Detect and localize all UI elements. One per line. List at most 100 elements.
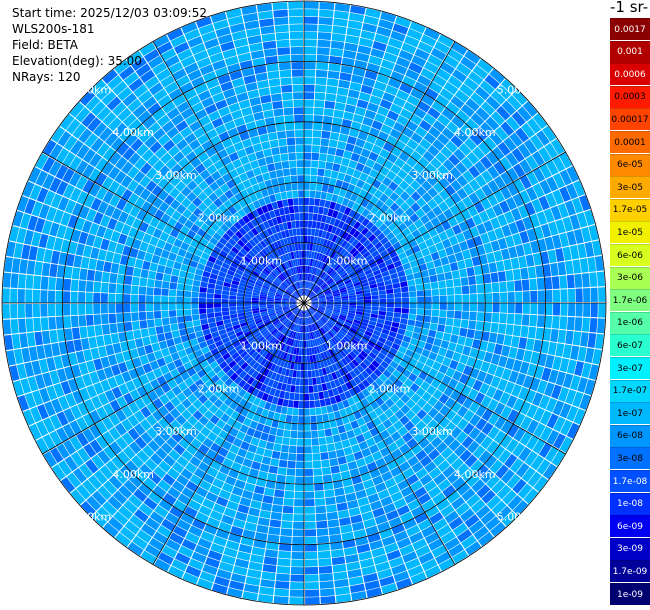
ppi-cell xyxy=(353,221,362,230)
ppi-cell xyxy=(214,293,222,299)
ppi-cell xyxy=(149,360,160,371)
ppi-cell xyxy=(318,296,326,300)
ppi-cell xyxy=(420,68,435,81)
ppi-cell xyxy=(403,174,415,185)
azimuth-spoke xyxy=(152,302,305,565)
ppi-cell xyxy=(255,406,264,416)
ppi-cell xyxy=(442,484,456,498)
ppi-cell xyxy=(425,163,437,175)
ppi-cell xyxy=(414,377,424,387)
ppi-cell xyxy=(324,231,331,240)
ppi-cell xyxy=(375,322,384,329)
ppi-cell xyxy=(352,230,361,239)
ppi-cell xyxy=(343,323,351,329)
ppi-cell xyxy=(214,436,225,447)
ppi-cell xyxy=(313,205,319,214)
ppi-cell xyxy=(332,289,340,294)
ppi-cell xyxy=(229,444,240,455)
ppi-cell xyxy=(358,258,367,266)
ppi-cell xyxy=(171,268,180,277)
ppi-cell xyxy=(431,309,440,317)
ppi-cell xyxy=(536,379,548,394)
ppi-cell xyxy=(439,310,447,318)
ppi-cell xyxy=(238,99,251,110)
colorbar-tick: 1.7e-07 xyxy=(610,379,650,402)
ppi-cell xyxy=(289,303,297,305)
ppi-cell xyxy=(538,147,552,163)
ppi-cell xyxy=(176,283,185,291)
ppi-cell xyxy=(341,222,349,231)
ppi-cell xyxy=(566,422,580,439)
ppi-cell xyxy=(403,449,415,461)
ppi-cell xyxy=(270,243,277,251)
ppi-cell xyxy=(86,360,96,373)
ppi-cell xyxy=(404,268,413,276)
ppi-cell xyxy=(122,202,134,214)
ppi-cell xyxy=(295,145,304,153)
ppi-cell xyxy=(372,475,384,486)
ppi-cell xyxy=(228,250,237,258)
ppi-cell xyxy=(206,241,216,251)
ppi-cell xyxy=(390,70,405,82)
ppi-cell xyxy=(85,314,94,326)
ppi-cell xyxy=(249,420,259,430)
ppi-cell xyxy=(304,92,315,100)
ppi-cell xyxy=(494,126,509,141)
ppi-cell xyxy=(453,148,466,161)
ppi-cell xyxy=(290,296,298,300)
ppi-cell xyxy=(356,269,364,276)
ppi-cell xyxy=(236,296,244,300)
ppi-cell xyxy=(278,550,291,559)
ppi-cell xyxy=(249,260,257,268)
ppi-cell xyxy=(455,502,470,516)
ppi-cell xyxy=(326,299,334,302)
ppi-cell xyxy=(294,129,304,138)
ppi-cell xyxy=(521,122,535,138)
ppi-cell xyxy=(116,142,130,156)
ppi-cell xyxy=(46,385,58,401)
ppi-cell xyxy=(353,376,362,385)
ppi-cell xyxy=(276,130,287,139)
ppi-cell xyxy=(282,271,288,279)
ppi-cell xyxy=(108,283,117,294)
ppi-cell xyxy=(56,329,66,342)
ppi-cell xyxy=(212,503,226,514)
ppi-cell xyxy=(346,284,354,289)
ppi-cell xyxy=(346,343,355,351)
ppi-cell xyxy=(438,393,450,405)
ppi-cell xyxy=(271,318,279,324)
ppi-cell xyxy=(210,460,222,471)
ppi-cell xyxy=(302,273,304,281)
ppi-cell xyxy=(229,23,245,34)
ppi-cell xyxy=(251,305,259,309)
ppi-cell xyxy=(435,354,445,364)
ppi-cell xyxy=(405,409,416,420)
ppi-cell xyxy=(242,391,252,401)
ppi-cell xyxy=(405,185,416,196)
ppi-cell xyxy=(257,355,265,364)
ppi-cell xyxy=(275,295,283,299)
ppi-cell xyxy=(191,297,199,303)
ppi-cell xyxy=(304,129,313,138)
ppi-cell xyxy=(306,289,310,296)
ppi-cell xyxy=(282,318,288,324)
ppi-cell xyxy=(289,304,297,307)
ppi-cell xyxy=(252,292,260,296)
ppi-cell xyxy=(439,417,451,429)
range-ring-label: 2.00km xyxy=(369,382,411,395)
ppi-cell xyxy=(160,213,171,224)
ppi-cell xyxy=(374,241,383,250)
ppi-cell xyxy=(489,131,503,146)
ppi-cell xyxy=(298,250,302,258)
ppi-cell xyxy=(115,532,131,547)
ppi-cell xyxy=(253,539,267,549)
ppi-cell xyxy=(317,543,330,552)
ppi-cell xyxy=(296,160,304,168)
ppi-cell xyxy=(379,298,387,303)
ppi-cell xyxy=(301,340,304,348)
ppi-cell xyxy=(297,243,302,251)
ppi-cell xyxy=(319,303,327,306)
ppi-cell xyxy=(128,474,143,488)
ppi-cell xyxy=(262,495,274,504)
ppi-cell xyxy=(347,413,356,423)
